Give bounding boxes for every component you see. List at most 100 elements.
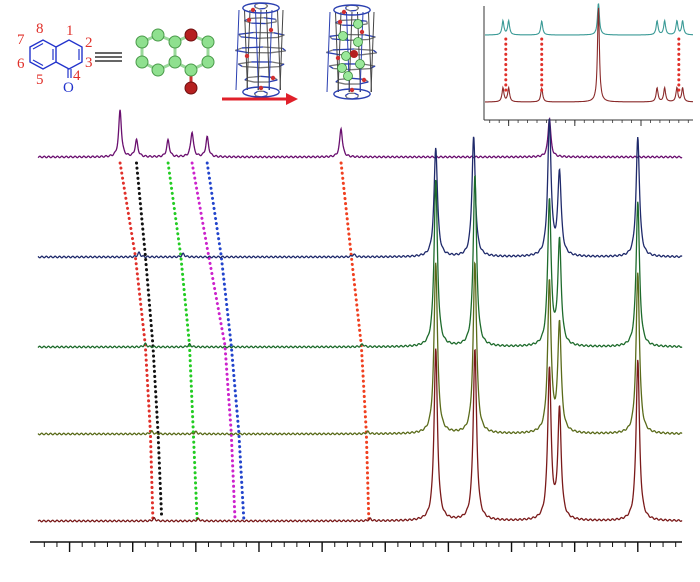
cage-bond [359, 81, 369, 85]
spectrum-trace [37, 261, 683, 436]
shift-guide-line [339, 161, 371, 521]
cage-oxygen-atom [258, 85, 264, 91]
cage-oxygen-atom [335, 55, 341, 61]
inset-spectrum [483, 3, 693, 126]
cage-bond [268, 9, 273, 91]
spectrum-trace [37, 175, 683, 349]
equivalence-sign [95, 52, 122, 62]
benzene-double-bond [32, 59, 44, 67]
complexation-arrow [222, 93, 298, 105]
guest-carbon-atom [338, 31, 348, 41]
cage-oxygen-atom [349, 87, 355, 93]
shift-guide-line [166, 161, 199, 521]
cage-bond [335, 81, 346, 85]
x-axis [30, 541, 682, 552]
guest-carbon-atom [353, 37, 363, 47]
cage-bond [326, 49, 334, 54]
spectrum-trace [37, 348, 683, 523]
cage-portal [242, 2, 280, 14]
cage-bond [257, 9, 262, 91]
inset-trace [485, 7, 693, 103]
carbonyl-oxygen-label: O [63, 80, 74, 96]
cage-bond [259, 7, 266, 10]
cage-bond [364, 34, 376, 38]
pyranone-ring [55, 39, 83, 70]
cage-oxygen-atom [359, 29, 365, 35]
shift-guides [118, 161, 371, 521]
cage-bond [244, 79, 255, 83]
spectra-traces [37, 109, 683, 523]
cage-bond [279, 9, 284, 91]
shift-guide-line [135, 161, 164, 521]
shift-guide-line [118, 161, 155, 521]
cage-oxygen-atom [361, 77, 367, 83]
cage-oxygen-atom [244, 53, 250, 59]
cage-bond [340, 19, 355, 22]
cage-bond [238, 31, 254, 35]
cage-bond [366, 21, 369, 25]
cage-bond [271, 61, 285, 65]
q7-cage-models [235, 2, 378, 100]
cage-bond [270, 50, 286, 54]
benzene-ring [29, 39, 57, 70]
cage-oxygen-atom [250, 7, 256, 13]
cage-bond [361, 52, 377, 56]
guest-carbon-atom [337, 63, 347, 73]
guest-carbon-atom [353, 19, 363, 29]
cage-bond [268, 79, 278, 83]
cage-oxygen-atom [341, 9, 347, 15]
cage-bond [249, 17, 264, 20]
atom-label: 2 [85, 35, 93, 51]
cage-bond [263, 17, 276, 20]
ball-stick-model [135, 28, 215, 95]
guest-carbon-atom [341, 51, 351, 61]
atom-label: 6 [17, 56, 25, 72]
atom-label: 8 [36, 21, 44, 37]
cage-oxygen-atom [246, 17, 252, 23]
cage-bond [356, 94, 360, 98]
cage-bond [273, 32, 285, 36]
cage-bond [244, 20, 252, 24]
guest-carbon-atom [355, 59, 365, 69]
cage-bond [335, 22, 343, 26]
cage-oxygen-atom [337, 19, 343, 25]
cage-bond [353, 48, 374, 51]
cage-bond [246, 9, 251, 91]
atom-label: 3 [85, 55, 93, 71]
atom-label: 7 [17, 32, 25, 48]
cage-bond [264, 3, 269, 7]
cage-bond [337, 11, 342, 93]
inset-trace [485, 3, 693, 36]
cage-oxygen-atom [270, 75, 276, 81]
cage-bond [235, 9, 240, 91]
shift-guide-line [190, 161, 237, 521]
cage-bond [345, 8, 351, 12]
cage-bond [354, 92, 359, 96]
cage-bond [254, 90, 259, 95]
guest-oxygen-atom [350, 50, 358, 58]
host-guest-complex-model [326, 4, 378, 100]
spectrum-trace [37, 109, 683, 159]
cage-portal [333, 4, 371, 16]
chromone-structure: 1 2 3 4 5 6 7 8 O [17, 21, 215, 96]
atom-label: 5 [36, 72, 44, 88]
atom-label: 4 [73, 68, 81, 84]
cage-bond [265, 92, 269, 96]
cage-bond [254, 6, 260, 10]
benzene-double-bond [32, 42, 44, 50]
cage-bond [370, 11, 375, 93]
q7-cage-model [235, 2, 287, 98]
cage-bond [275, 19, 278, 23]
spectrum-trace [37, 118, 683, 259]
cage-bond [326, 11, 331, 93]
cage-bond [345, 92, 350, 97]
cage-bond [238, 61, 252, 65]
guest-carbon-atom [343, 71, 353, 81]
cage-bond [355, 5, 360, 9]
cage-bond [350, 9, 357, 12]
shift-guide-line [205, 161, 246, 521]
cage-bond [362, 63, 376, 67]
cage-bond [263, 90, 268, 94]
